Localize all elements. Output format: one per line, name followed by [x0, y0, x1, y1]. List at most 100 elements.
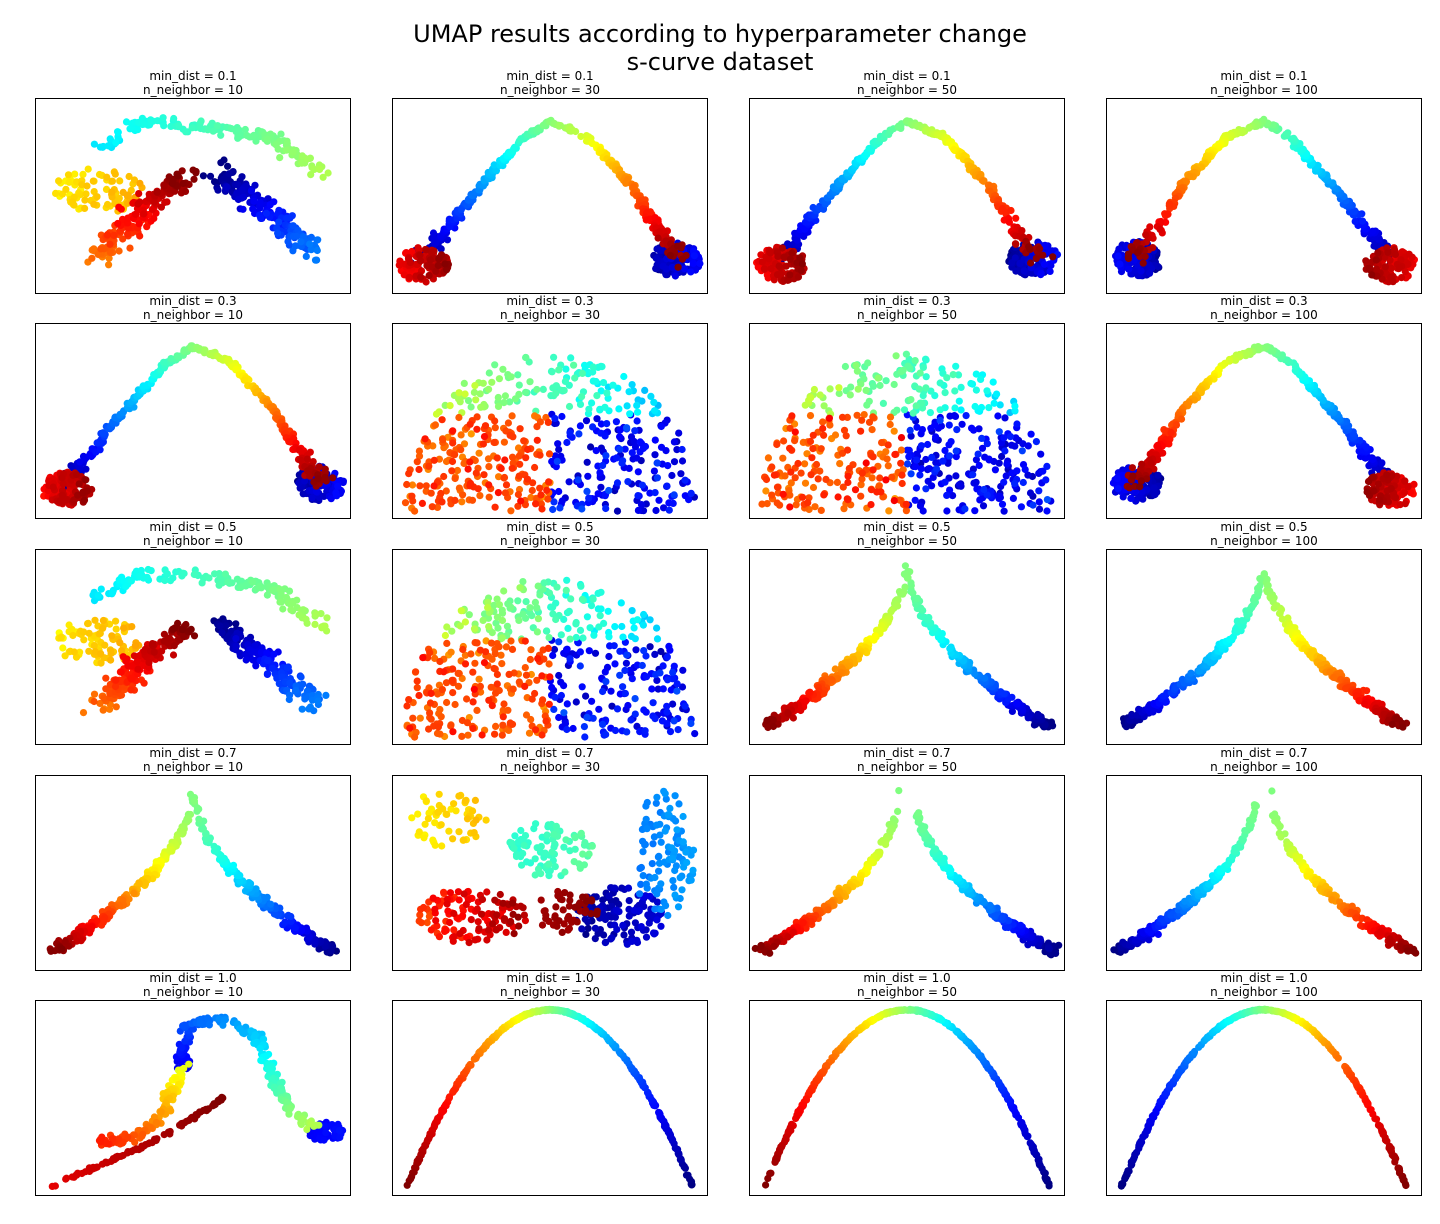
- scatter-point: [1366, 265, 1374, 274]
- scatter-point: [217, 159, 225, 167]
- scatter-point: [491, 417, 499, 425]
- scatter-point: [668, 263, 676, 271]
- scatter-point: [479, 379, 487, 387]
- scatter-point: [814, 475, 822, 483]
- scatter-point: [143, 223, 151, 231]
- scatter-point: [314, 475, 322, 483]
- scatter-point: [1137, 477, 1145, 485]
- scatter-point: [556, 504, 564, 512]
- scatter-point: [302, 252, 310, 260]
- scatter-point: [136, 232, 144, 240]
- scatter-point: [809, 431, 817, 439]
- scatter-point: [663, 265, 671, 273]
- scatter-point: [911, 357, 919, 365]
- scatter-point: [1410, 480, 1418, 488]
- scatter-point: [550, 498, 558, 506]
- scatter-point: [413, 458, 421, 466]
- scatter-point: [955, 481, 963, 489]
- scatter-point: [623, 424, 631, 432]
- scatter-point: [943, 491, 951, 499]
- scatter-point: [916, 471, 924, 479]
- scatter-point: [886, 413, 895, 421]
- scatter-point: [140, 120, 148, 128]
- scatter-point: [784, 276, 792, 284]
- scatter-point: [473, 413, 481, 421]
- scatter-point: [263, 670, 272, 678]
- scatter-point: [533, 436, 541, 444]
- scatter-point: [571, 374, 579, 382]
- scatter-point: [621, 445, 629, 453]
- scatter-point: [548, 368, 556, 376]
- scatter-point: [613, 479, 622, 487]
- scatter-point: [432, 410, 441, 418]
- scatter-point: [99, 429, 107, 437]
- scatter-point: [786, 444, 794, 452]
- scatter-point: [1125, 265, 1133, 273]
- scatter-point: [80, 496, 89, 504]
- scatter-point: [476, 492, 484, 500]
- scatter-point: [619, 457, 627, 465]
- scatter-point: [1006, 433, 1015, 441]
- scatter-point: [650, 467, 658, 475]
- scatter-point: [494, 393, 502, 402]
- scatter-point: [291, 242, 300, 250]
- scatter-point: [334, 482, 342, 490]
- scatter-point: [268, 664, 276, 672]
- scatter-point: [1012, 214, 1020, 222]
- scatter-point: [307, 233, 315, 241]
- scatter-point: [442, 457, 451, 466]
- scatter-point: [508, 453, 517, 461]
- scatter-point: [780, 437, 788, 445]
- scatter-point: [857, 492, 865, 500]
- scatter-point: [522, 454, 530, 462]
- scatter-point: [90, 140, 98, 148]
- scatter-point: [653, 459, 661, 467]
- scatter-point: [103, 173, 111, 181]
- scatter-point: [794, 273, 803, 281]
- scatter-point: [236, 649, 244, 657]
- scatter-point: [222, 622, 230, 630]
- scatter-point: [1405, 250, 1413, 258]
- scatter-point: [307, 246, 315, 254]
- scatter-point: [602, 452, 610, 460]
- scatter-point: [969, 471, 977, 479]
- scatter-point: [913, 456, 921, 464]
- scatter-point: [820, 491, 828, 499]
- scatter-point: [641, 386, 649, 394]
- scatter-point: [810, 385, 818, 394]
- scatter-point: [179, 179, 187, 188]
- scatter-point: [768, 463, 776, 471]
- scatter-point: [897, 459, 905, 467]
- scatter-point: [625, 388, 633, 396]
- scatter-point: [917, 442, 926, 450]
- scatter-point: [339, 478, 347, 487]
- scatter-point: [1147, 459, 1155, 467]
- scatter-point: [812, 460, 821, 469]
- scatter-point: [77, 190, 85, 199]
- scatter-point: [1032, 438, 1040, 446]
- scatter-point: [587, 443, 595, 451]
- scatter-point: [919, 507, 927, 515]
- scatter-point: [794, 459, 802, 468]
- scatter-point: [441, 260, 449, 268]
- scatter-point: [817, 445, 825, 453]
- scatter-point: [808, 454, 816, 462]
- scatter-point: [308, 494, 316, 502]
- subplot: min_dist = 0.1 n_neighbor = 30: [392, 69, 708, 294]
- scatter-point: [882, 476, 890, 484]
- scatter-point: [1026, 489, 1035, 497]
- scatter-point: [1389, 278, 1397, 286]
- scatter-point: [566, 429, 574, 437]
- scatter-point: [89, 177, 97, 185]
- scatter-point: [147, 116, 155, 124]
- scatter-point: [975, 461, 983, 470]
- scatter-point: [555, 445, 563, 454]
- scatter-point: [175, 122, 183, 130]
- scatter-point: [508, 412, 516, 420]
- scatter-point: [170, 114, 178, 123]
- scatter-point: [494, 402, 503, 410]
- scatter-point: [651, 407, 659, 415]
- scatter-point: [81, 204, 89, 212]
- scatter-point: [62, 185, 70, 193]
